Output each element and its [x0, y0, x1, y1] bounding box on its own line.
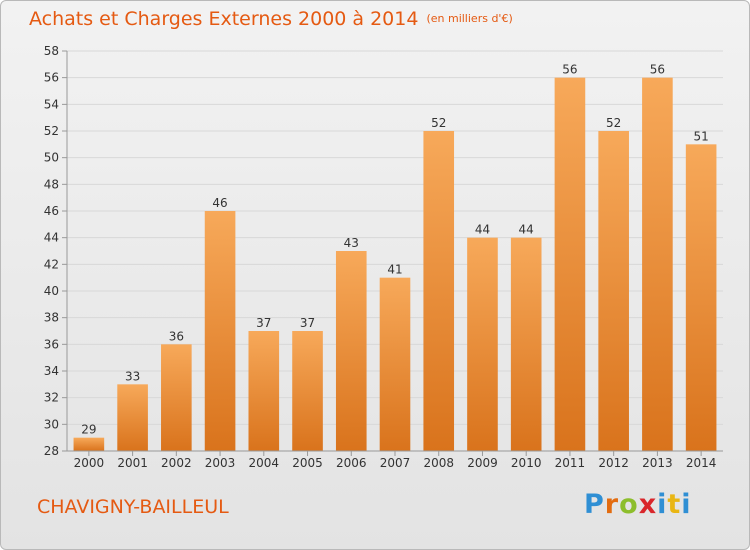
bar [554, 77, 586, 452]
y-tick-label: 46 [44, 204, 59, 218]
y-tick-label: 42 [44, 257, 59, 271]
x-tick-label: 2004 [249, 456, 280, 470]
commune-name: CHAVIGNY-BAILLEUL [37, 496, 229, 518]
bar [467, 237, 498, 451]
bar [117, 384, 148, 451]
x-tick-label: 2011 [555, 456, 586, 470]
bar-value-label: 37 [256, 316, 271, 330]
y-tick-label: 50 [44, 151, 59, 165]
x-tick-label: 2007 [380, 456, 411, 470]
bar [161, 344, 192, 451]
x-tick-label: 2009 [467, 456, 498, 470]
bar-value-label: 43 [344, 236, 359, 250]
bar [379, 277, 411, 451]
bar-value-label: 56 [650, 63, 665, 77]
x-tick-label: 2012 [598, 456, 629, 470]
y-tick-label: 38 [44, 311, 59, 325]
logo-letter: i [657, 489, 668, 520]
x-tick-label: 2003 [205, 456, 236, 470]
x-tick-label: 2013 [642, 456, 673, 470]
bar-value-label: 41 [387, 263, 402, 277]
bar-value-label: 51 [693, 129, 708, 143]
chart-title-text: Achats et Charges Externes 2000 à 2014 [29, 8, 419, 30]
bar-value-label: 33 [125, 369, 140, 383]
y-tick-label: 36 [44, 337, 59, 351]
x-tick-label: 2001 [117, 456, 148, 470]
bar [423, 131, 455, 451]
bar-value-label: 52 [606, 116, 621, 130]
y-tick-label: 28 [44, 444, 59, 458]
x-tick-label: 2010 [511, 456, 542, 470]
y-tick-label: 58 [44, 44, 59, 58]
logo-letter: o [619, 489, 639, 520]
chart-title: Achats et Charges Externes 2000 à 2014 (e… [29, 8, 513, 30]
y-tick-label: 34 [44, 364, 59, 378]
bar [292, 331, 323, 451]
proxiti-logo: Proxiti [584, 489, 692, 520]
bar-value-label: 44 [519, 223, 534, 237]
bar [204, 211, 236, 451]
y-tick-label: 40 [44, 284, 59, 298]
bar [510, 237, 542, 451]
bar-value-label: 29 [81, 423, 96, 437]
bar-value-label: 46 [212, 196, 227, 210]
bar-value-label: 44 [475, 223, 490, 237]
x-tick-label: 2014 [686, 456, 717, 470]
y-tick-label: 32 [44, 391, 59, 405]
x-tick-label: 2000 [74, 456, 105, 470]
logo-letter: x [638, 489, 658, 520]
bar-value-label: 56 [562, 63, 577, 77]
y-tick-label: 56 [44, 71, 59, 85]
logo-letter: i [681, 489, 692, 520]
bar [642, 77, 673, 452]
chart-unit: (en milliers d'€) [426, 12, 513, 25]
axes: 28 30 32 34 36 38 40 42 44 46 48 50 52 54 56 58 2000 2001… [44, 44, 723, 470]
y-tick-label: 48 [44, 177, 59, 191]
bar [73, 437, 105, 451]
x-tick-label: 2008 [423, 456, 454, 470]
bar [335, 251, 367, 451]
logo-letter: t [667, 489, 682, 520]
y-tick-label: 54 [44, 97, 59, 111]
bar [598, 131, 629, 451]
bar-value-label: 37 [300, 316, 315, 330]
y-tick-label: 52 [44, 124, 59, 138]
bar-value-label: 36 [169, 329, 184, 343]
bar [685, 144, 717, 452]
bar [248, 331, 280, 451]
x-tick-label: 2006 [336, 456, 367, 470]
x-tick-label: 2005 [292, 456, 323, 470]
x-tick-label: 2002 [161, 456, 192, 470]
y-tick-label: 30 [44, 417, 59, 431]
logo-letter: P [584, 489, 605, 520]
bars: 29 33 36 46 37 37 43 41 52 44 44 56 52 56 51 [73, 63, 717, 452]
y-tick-label: 44 [44, 231, 59, 245]
bar-value-label: 52 [431, 116, 446, 130]
logo-letter: r [604, 489, 620, 520]
